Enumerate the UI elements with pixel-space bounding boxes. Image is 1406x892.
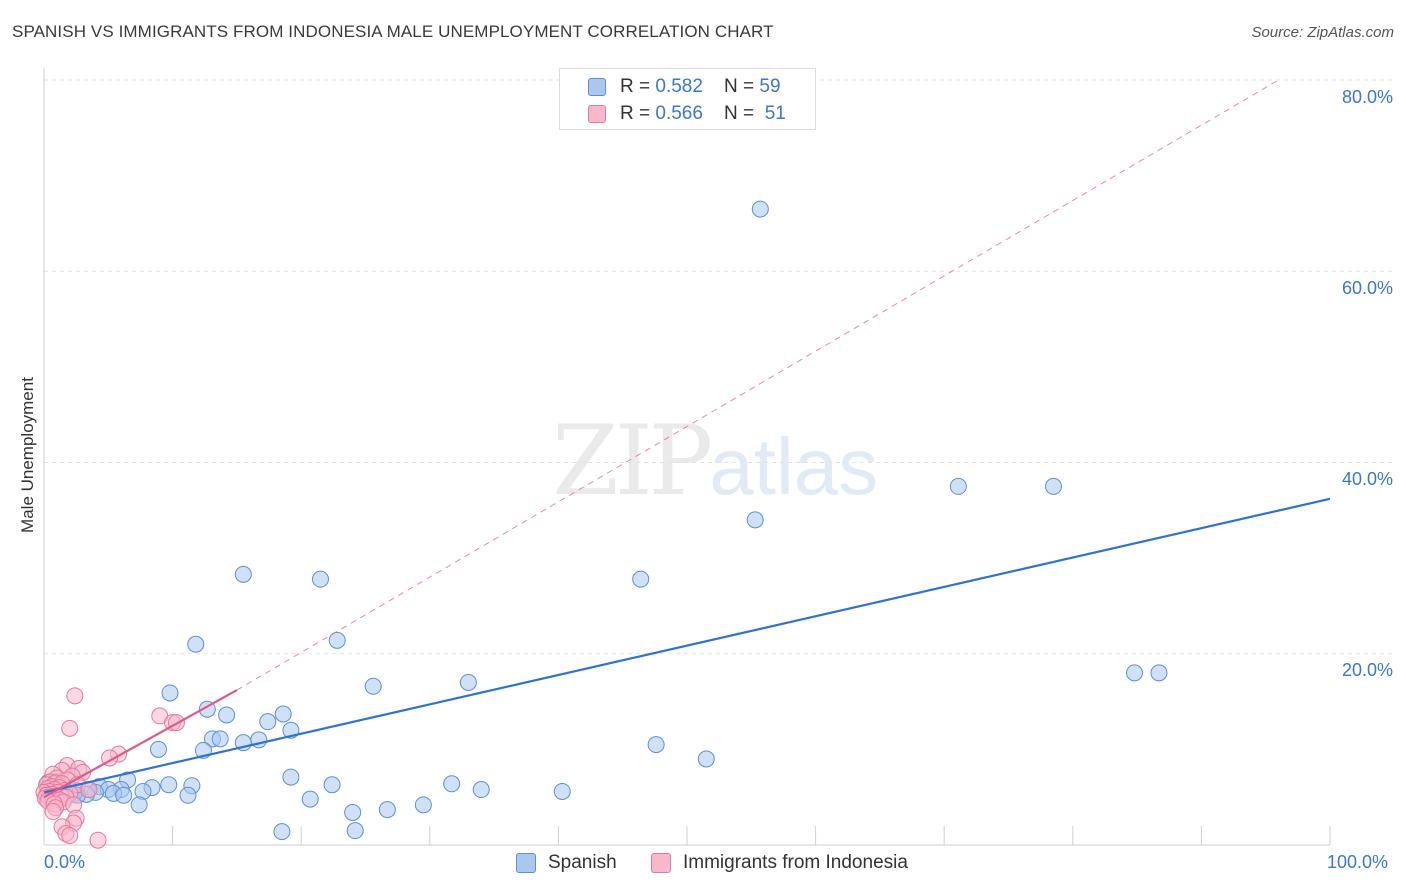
spanish-point: [282, 768, 300, 786]
watermark-zip: ZIP: [552, 405, 713, 517]
watermark-atlas: atlas: [709, 422, 879, 511]
legend-swatch-blue: [516, 853, 536, 873]
y-tick-label: 60.0%: [1341, 278, 1393, 298]
x-tick-label: 0.0%: [44, 852, 86, 872]
legend-swatch-pink: [588, 105, 606, 123]
legend-r-label: R =: [620, 76, 656, 97]
spanish-point: [218, 706, 236, 724]
spanish-point: [115, 786, 133, 804]
spanish-point: [414, 796, 432, 814]
spanish-point: [472, 781, 490, 799]
legend-n-value: 59: [759, 76, 781, 97]
spanish-point: [149, 740, 167, 758]
y-tick-label: 80.0%: [1341, 87, 1393, 107]
legend-n-label: N =: [724, 76, 760, 97]
legend-series: Spanish Immigrants from Indonesia: [0, 851, 1406, 877]
spanish-point: [1126, 664, 1144, 682]
indonesia-point: [44, 803, 62, 821]
spanish-point: [323, 776, 341, 794]
spanish-point: [459, 673, 477, 691]
spanish-point: [364, 677, 382, 695]
spanish-point: [746, 511, 764, 529]
spanish-point: [697, 750, 715, 768]
legend-n-value: 51: [764, 103, 786, 124]
source-credit: Source: ZipAtlas.com: [1251, 24, 1394, 41]
indonesia-point: [61, 719, 79, 737]
spanish-point: [161, 684, 179, 702]
spanish-trend-line: [43, 497, 1331, 794]
spanish-point: [553, 782, 571, 800]
spanish-point: [273, 823, 291, 841]
y-tick-label: 20.0%: [1341, 660, 1393, 680]
spanish-point: [647, 736, 665, 754]
legend-label: Spanish: [548, 852, 617, 873]
spanish-point: [130, 796, 148, 814]
spanish-point: [259, 713, 277, 731]
watermark: ZIPatlas: [552, 405, 878, 517]
spanish-point: [378, 801, 396, 819]
indonesia-point: [66, 687, 84, 705]
y-axis-label: Male Unemployment: [18, 377, 37, 533]
spanish-point: [179, 786, 197, 804]
legend-r-label: R =: [620, 103, 656, 124]
indonesia-trend-line: [43, 689, 238, 799]
y-tick-label: 40.0%: [1341, 469, 1393, 489]
legend-n-label: N =: [724, 103, 760, 124]
legend-r-value: 0.582: [655, 76, 703, 97]
spanish-point: [311, 570, 329, 588]
legend-stats: R = 0.582 N = 59 R = 0.566 N = 51: [559, 68, 816, 130]
legend-r-value: 0.566: [655, 103, 703, 124]
legend-swatch-blue: [588, 78, 606, 96]
spanish-point: [346, 822, 364, 840]
spanish-point: [1150, 664, 1168, 682]
spanish-point: [234, 565, 252, 583]
indonesia-trend-extension: [236, 79, 1279, 691]
spanish-point: [187, 635, 205, 653]
chart-title: SPANISH VS IMMIGRANTS FROM INDONESIA MAL…: [12, 22, 774, 41]
spanish-point: [328, 631, 346, 649]
spanish-point: [1045, 477, 1063, 495]
spanish-point: [301, 790, 319, 808]
indonesia-point: [61, 826, 79, 844]
legend-swatch-pink: [651, 853, 671, 873]
spanish-point: [160, 776, 178, 794]
x-tick-label: 100.0%: [1327, 852, 1389, 872]
spanish-point: [344, 803, 362, 821]
spanish-point: [443, 775, 461, 793]
spanish-point: [751, 200, 769, 218]
indonesia-point: [89, 831, 107, 849]
spanish-point: [211, 730, 229, 748]
spanish-point: [274, 705, 292, 723]
legend-label: Immigrants from Indonesia: [683, 852, 908, 873]
spanish-point: [949, 477, 967, 495]
spanish-point: [632, 570, 650, 588]
